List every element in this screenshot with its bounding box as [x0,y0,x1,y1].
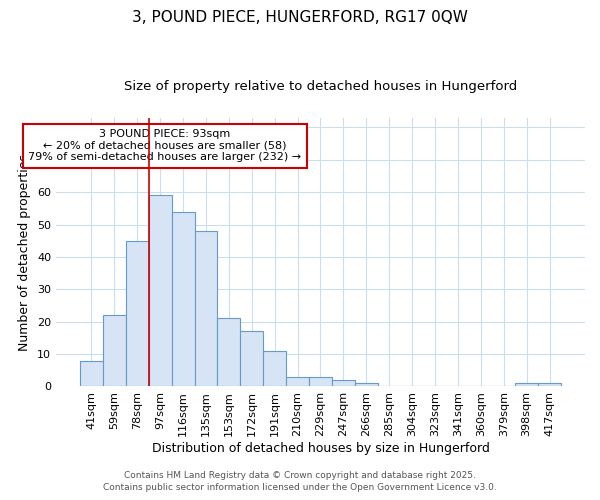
Bar [217,318,241,386]
Y-axis label: Number of detached properties: Number of detached properties [19,154,31,350]
Bar [194,231,217,386]
Bar [538,383,561,386]
Bar [515,383,538,386]
Bar [241,332,263,386]
Bar [80,360,103,386]
Title: Size of property relative to detached houses in Hungerford: Size of property relative to detached ho… [124,80,517,93]
Bar [332,380,355,386]
Bar [263,351,286,386]
Text: 3, POUND PIECE, HUNGERFORD, RG17 0QW: 3, POUND PIECE, HUNGERFORD, RG17 0QW [132,10,468,25]
Bar [309,376,332,386]
Bar [149,196,172,386]
Bar [355,383,378,386]
Bar [172,212,194,386]
Bar [103,315,126,386]
Text: 3 POUND PIECE: 93sqm
← 20% of detached houses are smaller (58)
79% of semi-detac: 3 POUND PIECE: 93sqm ← 20% of detached h… [28,129,301,162]
X-axis label: Distribution of detached houses by size in Hungerford: Distribution of detached houses by size … [152,442,490,455]
Text: Contains HM Land Registry data © Crown copyright and database right 2025.
Contai: Contains HM Land Registry data © Crown c… [103,471,497,492]
Bar [126,241,149,386]
Bar [286,376,309,386]
